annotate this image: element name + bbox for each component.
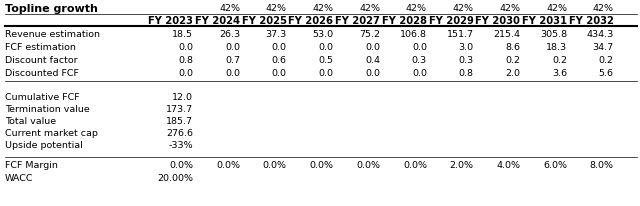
Text: 42%: 42% [406, 4, 427, 13]
Text: 42%: 42% [266, 4, 287, 13]
Text: 42%: 42% [359, 4, 380, 13]
Text: 8.0%: 8.0% [589, 161, 614, 170]
Text: 215.4: 215.4 [493, 30, 520, 39]
Text: 0.0: 0.0 [365, 43, 380, 52]
Text: Current market cap: Current market cap [5, 129, 98, 138]
Text: 37.3: 37.3 [266, 30, 287, 39]
Text: Discounted FCF: Discounted FCF [5, 69, 79, 78]
Text: 2.0%: 2.0% [449, 161, 474, 170]
Text: WACC: WACC [5, 174, 34, 183]
Text: Termination value: Termination value [5, 105, 90, 114]
Text: Total value: Total value [5, 117, 56, 126]
Text: Upside potential: Upside potential [5, 141, 83, 150]
Text: 0.0%: 0.0% [356, 161, 380, 170]
Text: 42%: 42% [593, 4, 614, 13]
Text: 0.0: 0.0 [272, 43, 287, 52]
Text: Revenue estimation: Revenue estimation [5, 30, 100, 39]
Text: FCF estimation: FCF estimation [5, 43, 76, 52]
Text: FY 2028: FY 2028 [382, 16, 427, 26]
Text: 0.0%: 0.0% [263, 161, 287, 170]
Text: 3.6: 3.6 [552, 69, 567, 78]
Text: 0.0: 0.0 [225, 69, 240, 78]
Text: 0.5: 0.5 [319, 56, 333, 65]
Text: 0.0%: 0.0% [403, 161, 427, 170]
Text: 0.2: 0.2 [552, 56, 567, 65]
Text: 12.0: 12.0 [172, 93, 193, 102]
Text: 0.4: 0.4 [365, 56, 380, 65]
Text: 8.6: 8.6 [506, 43, 520, 52]
Text: Topline growth: Topline growth [5, 4, 98, 14]
Text: 0.0: 0.0 [179, 69, 193, 78]
Text: 0.0: 0.0 [272, 69, 287, 78]
Text: 5.6: 5.6 [599, 69, 614, 78]
Text: 0.2: 0.2 [506, 56, 520, 65]
Text: 434.3: 434.3 [586, 30, 614, 39]
Text: FY 2029: FY 2029 [429, 16, 474, 26]
Text: 0.3: 0.3 [412, 56, 427, 65]
Text: 151.7: 151.7 [447, 30, 474, 39]
Text: FY 2025: FY 2025 [242, 16, 287, 26]
Text: 42%: 42% [546, 4, 567, 13]
Text: 6.0%: 6.0% [543, 161, 567, 170]
Text: 0.0: 0.0 [319, 69, 333, 78]
Text: 75.2: 75.2 [359, 30, 380, 39]
Text: -33%: -33% [169, 141, 193, 150]
Text: 0.0%: 0.0% [169, 161, 193, 170]
Text: 18.3: 18.3 [546, 43, 567, 52]
Text: 0.8: 0.8 [459, 69, 474, 78]
Text: 0.7: 0.7 [225, 56, 240, 65]
Text: FY 2023: FY 2023 [148, 16, 193, 26]
Text: FCF Margin: FCF Margin [5, 161, 58, 170]
Text: 0.0: 0.0 [225, 43, 240, 52]
Text: 42%: 42% [452, 4, 474, 13]
Text: FY 2030: FY 2030 [476, 16, 520, 26]
Text: 0.0: 0.0 [319, 43, 333, 52]
Text: 42%: 42% [499, 4, 520, 13]
Text: 2.0: 2.0 [506, 69, 520, 78]
Text: 0.0: 0.0 [365, 69, 380, 78]
Text: 20.00%: 20.00% [157, 174, 193, 183]
Text: FY 2031: FY 2031 [522, 16, 567, 26]
Text: 0.0: 0.0 [412, 69, 427, 78]
Text: FY 2026: FY 2026 [289, 16, 333, 26]
Text: 3.0: 3.0 [458, 43, 474, 52]
Text: 4.0%: 4.0% [497, 161, 520, 170]
Text: 42%: 42% [312, 4, 333, 13]
Text: 26.3: 26.3 [219, 30, 240, 39]
Text: 18.5: 18.5 [172, 30, 193, 39]
Text: 34.7: 34.7 [593, 43, 614, 52]
Text: FY 2027: FY 2027 [335, 16, 380, 26]
Text: 0.6: 0.6 [272, 56, 287, 65]
Text: Discount factor: Discount factor [5, 56, 77, 65]
Text: 0.0%: 0.0% [310, 161, 333, 170]
Text: FY 2032: FY 2032 [569, 16, 614, 26]
Text: 0.0%: 0.0% [216, 161, 240, 170]
Text: 0.8: 0.8 [179, 56, 193, 65]
Text: 42%: 42% [219, 4, 240, 13]
Text: 276.6: 276.6 [166, 129, 193, 138]
Text: FY 2024: FY 2024 [195, 16, 240, 26]
Text: Cumulative FCF: Cumulative FCF [5, 93, 80, 102]
Text: 0.3: 0.3 [458, 56, 474, 65]
Text: 0.0: 0.0 [179, 43, 193, 52]
Text: 0.2: 0.2 [599, 56, 614, 65]
Text: 185.7: 185.7 [166, 117, 193, 126]
Text: 106.8: 106.8 [400, 30, 427, 39]
Text: 0.0: 0.0 [412, 43, 427, 52]
Text: 53.0: 53.0 [312, 30, 333, 39]
Text: 173.7: 173.7 [166, 105, 193, 114]
Text: 305.8: 305.8 [540, 30, 567, 39]
